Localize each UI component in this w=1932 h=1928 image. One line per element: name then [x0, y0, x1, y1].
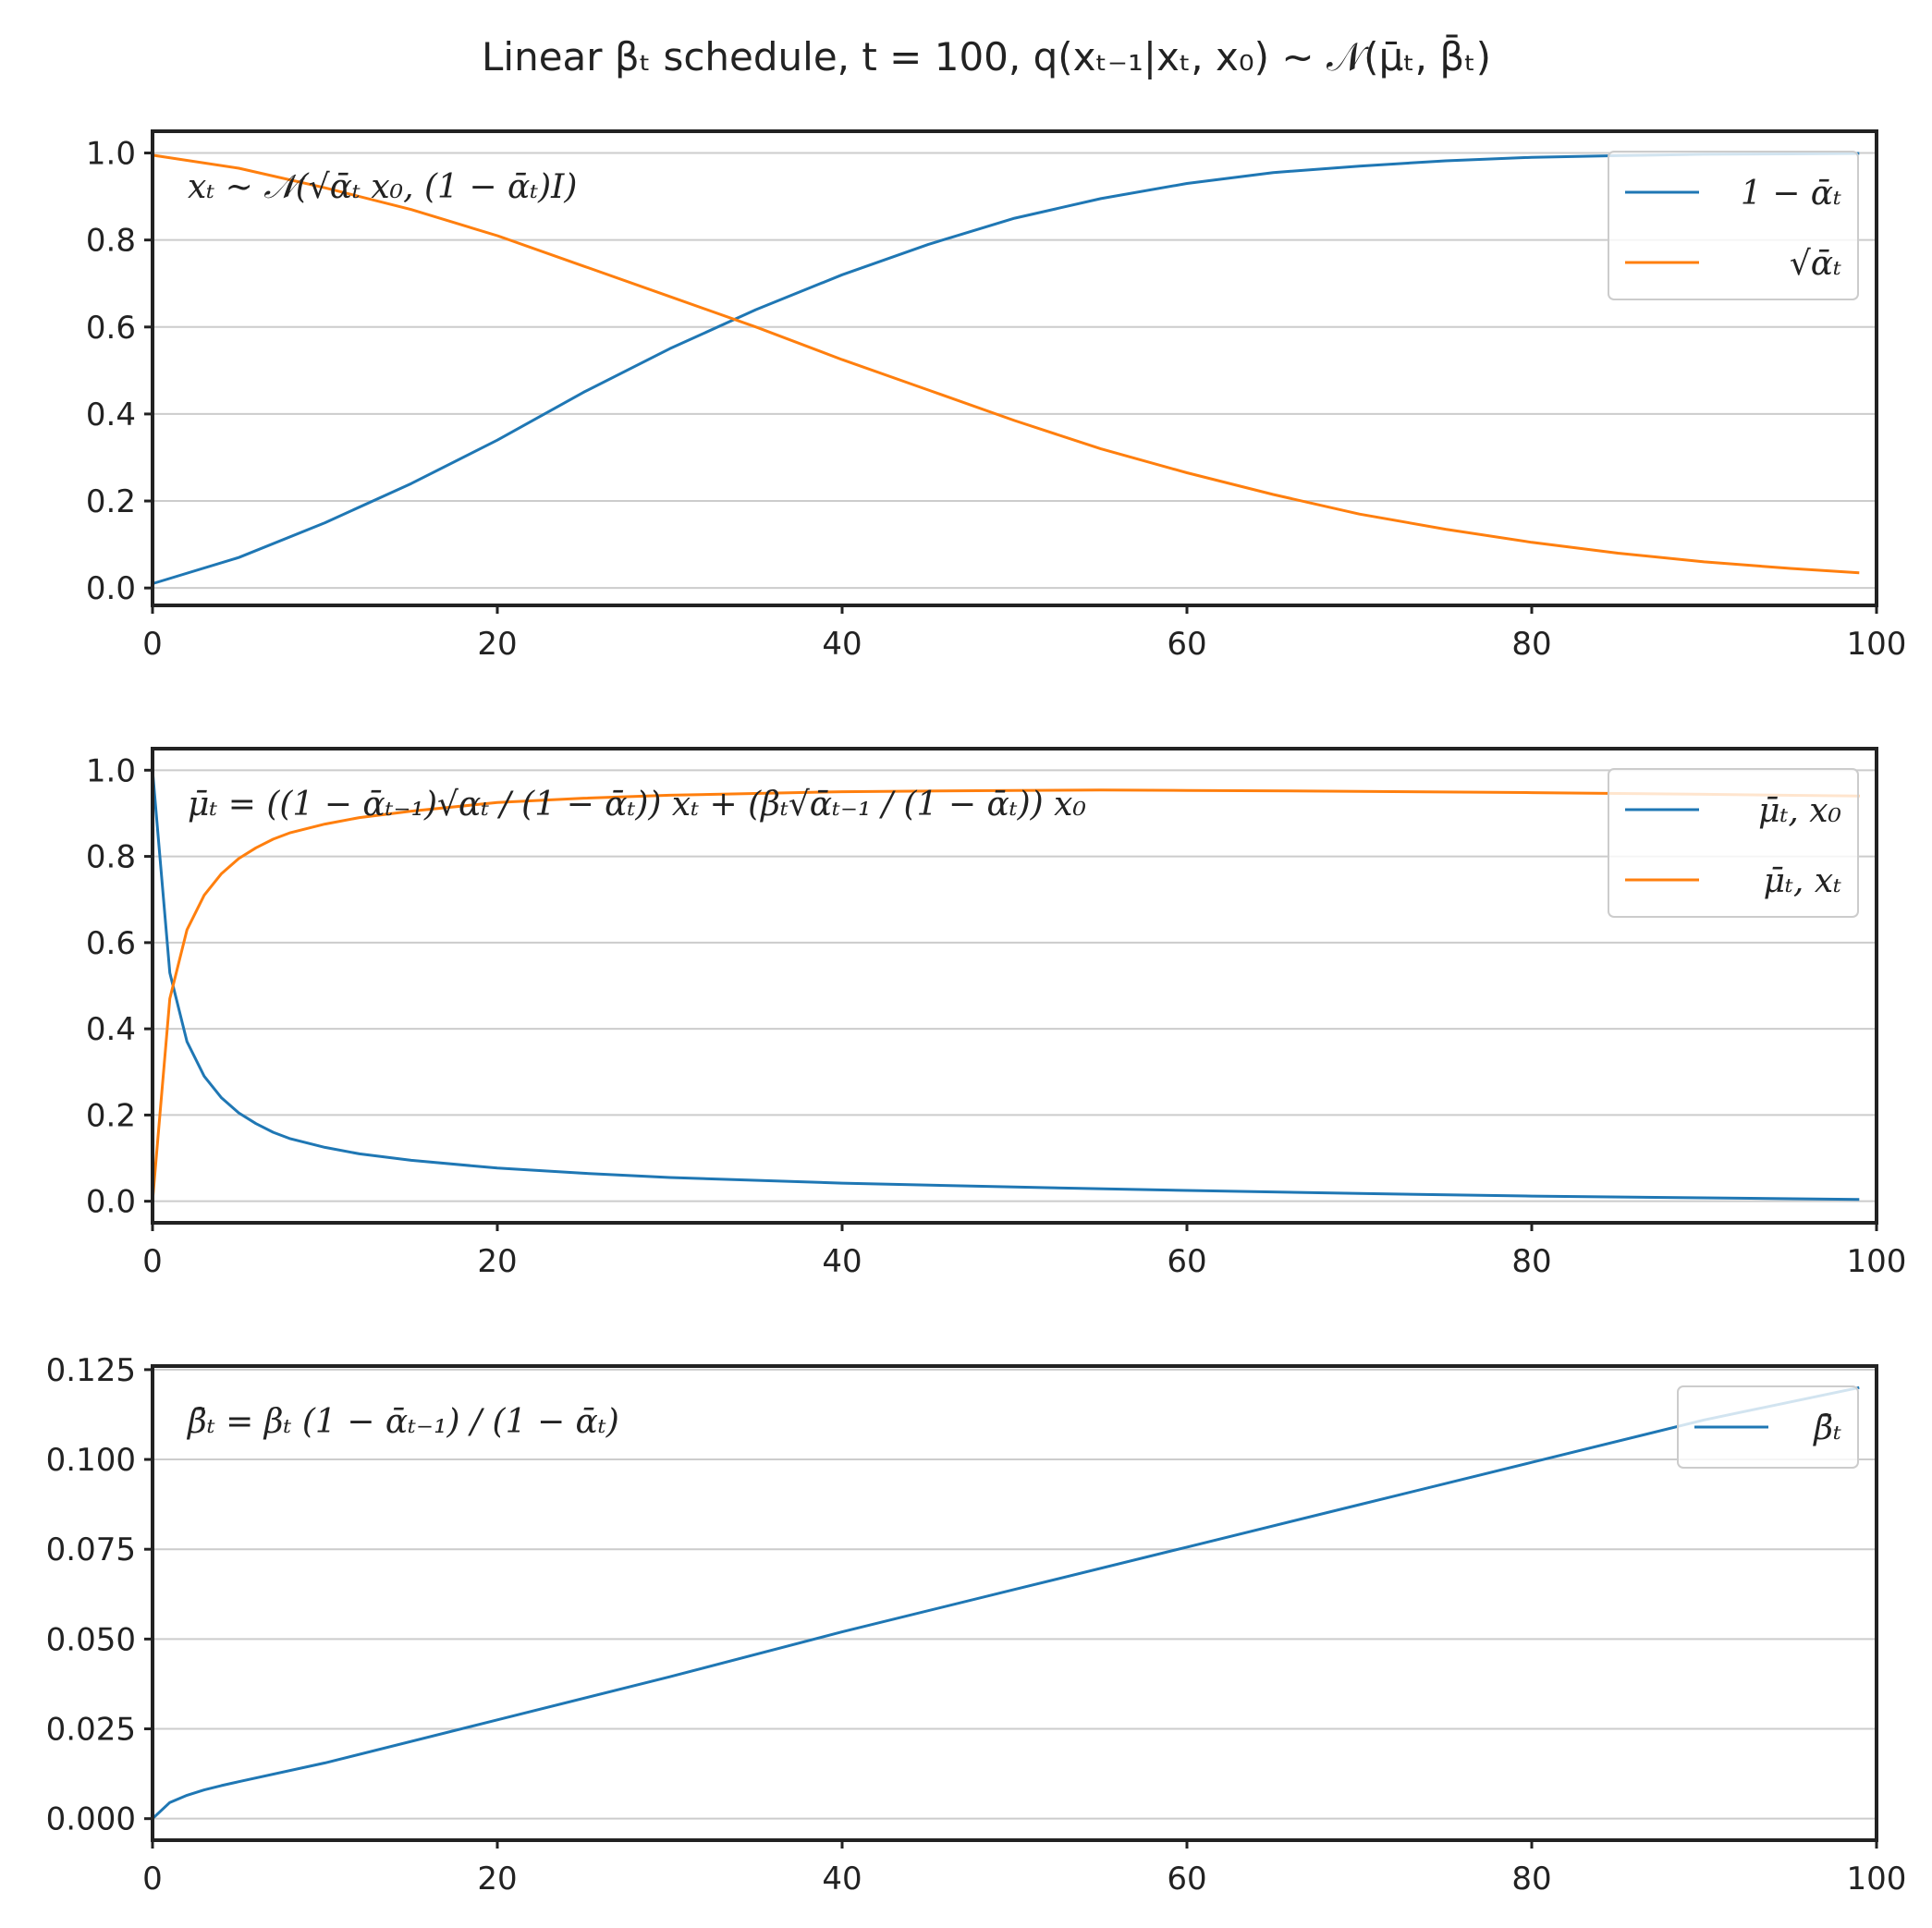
x-tick-label: 60	[1167, 1861, 1206, 1897]
y-tick-label: 0.125	[46, 1352, 136, 1389]
y-tick-label: 0.8	[86, 839, 136, 876]
chart-panel-1: 0.0 0.2 0.4 0.6 0.8 1.0 0 20 40 60 80 100 xₜ ~ 𝒩(√ᾱₜ…	[86, 129, 1907, 663]
legend-label: μ̄ₜ, xₜ	[1764, 862, 1841, 900]
x-tick-label: 0	[142, 1243, 163, 1280]
legend-label: β̄ₜ	[1812, 1409, 1841, 1447]
x-tick-label: 60	[1167, 1243, 1206, 1280]
axes-frame	[151, 747, 1878, 1225]
y-tick-label: 0.075	[46, 1531, 136, 1568]
x-tick-label: 40	[822, 1861, 862, 1897]
x-tick-label: 100	[1847, 1243, 1907, 1280]
series-line	[152, 153, 1860, 575]
figure-title: Linear βₜ schedule, t = 100, q(xₜ₋₁|xₜ, …	[482, 32, 1491, 79]
axes-frame	[151, 129, 1878, 607]
y-tick-label: 1.0	[86, 752, 136, 789]
x-tick-label: 20	[477, 1243, 517, 1280]
x-tick-label: 80	[1511, 626, 1551, 663]
legend-label: μ̄ₜ, x₀	[1758, 792, 1841, 830]
formula-annotation: β̄ₜ = βₜ (1 − ᾱₜ₋₁) / (1 − ᾱₜ)	[186, 1403, 619, 1441]
x-tick-label: 80	[1511, 1243, 1551, 1280]
y-tick-label: 0.6	[86, 925, 136, 962]
y-tick-label: 0.100	[46, 1442, 136, 1479]
y-tick-label: 0.2	[86, 483, 136, 520]
x-tick-label: 40	[822, 1243, 862, 1280]
y-tick-label: 0.8	[86, 223, 136, 260]
series-line	[151, 788, 1860, 1202]
y-tick-label: 1.0	[86, 136, 136, 173]
y-tick-label: 0.2	[86, 1097, 136, 1134]
y-tick-label: 0.4	[86, 397, 136, 433]
y-tick-label: 0.0	[86, 570, 136, 607]
x-tick-label: 100	[1847, 1861, 1907, 1897]
formula-annotation: xₜ ~ 𝒩(√ᾱₜ x₀, (1 − ᾱₜ)I)	[188, 168, 577, 206]
axes-frame	[151, 1364, 1878, 1842]
y-tick-label: 0.4	[86, 1011, 136, 1048]
legend-label: 1 − ᾱₜ	[1741, 175, 1841, 213]
x-tick-label: 0	[142, 626, 163, 663]
x-tick-label: 60	[1167, 626, 1206, 663]
y-tick-label: 0.0	[86, 1184, 136, 1221]
x-tick-label: 20	[477, 1861, 517, 1897]
series-line	[151, 1385, 1860, 1820]
formula-annotation: μ̄ₜ = ((1 − ᾱₜ₋₁)√αₜ / (1 − ᾱₜ)) xₜ + (β…	[188, 786, 1086, 824]
series-line	[152, 152, 1860, 585]
y-tick-label: 0.000	[46, 1801, 136, 1838]
chart-panel-2: 0.0 0.2 0.4 0.6 0.8 1.0 0 20 40 60 80 100 μ̄ₜ = ((1 …	[86, 747, 1907, 1280]
y-tick-label: 0.050	[46, 1621, 136, 1658]
x-tick-label: 20	[477, 626, 517, 663]
x-tick-label: 80	[1511, 1861, 1551, 1897]
x-tick-label: 40	[822, 626, 862, 663]
x-tick-label: 0	[142, 1861, 163, 1897]
x-tick-label: 100	[1847, 626, 1907, 663]
legend-label: √ᾱₜ	[1790, 245, 1841, 283]
y-tick-label: 0.025	[46, 1712, 136, 1749]
y-tick-label: 0.6	[86, 310, 136, 347]
chart-panel-3: 0.000 0.025 0.050 0.075 0.100 0.125 0 20 40 60 80 1…	[46, 1352, 1907, 1897]
series-line	[151, 770, 1860, 1202]
